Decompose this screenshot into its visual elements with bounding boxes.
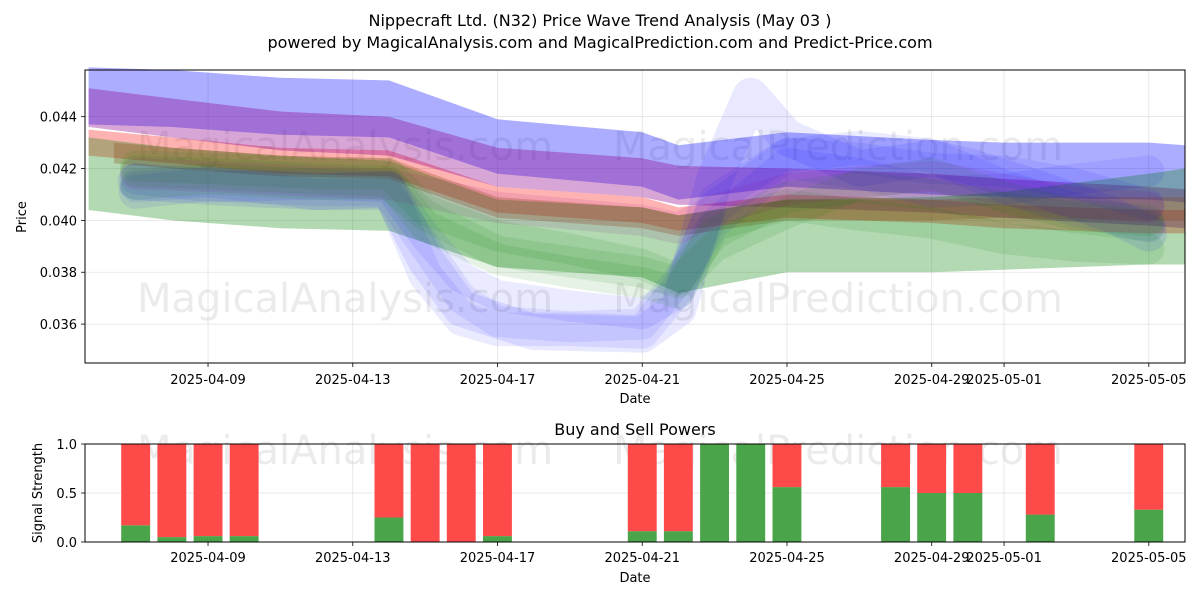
signal-x-tick-label: 2025-05-01	[966, 551, 1042, 566]
price-x-tick-label: 2025-04-09	[170, 373, 246, 388]
buy-power-bar	[736, 444, 766, 542]
chart-title-line-2: powered by MagicalAnalysis.com and Magic…	[267, 33, 932, 52]
buy-power-bar	[1134, 509, 1164, 542]
sell-power-bar	[881, 444, 910, 488]
buy-power-bar	[374, 517, 404, 542]
watermark-text: MagicalPrediction.com	[613, 276, 1063, 322]
price-wave-line	[120, 158, 1165, 244]
price-band	[88, 88, 1186, 229]
price-y-axis: 0.036 0.038 0.040 0.042 0.044	[40, 111, 85, 333]
price-watermarks: MagicalAnalysis.com MagicalPrediction.co…	[137, 124, 1063, 322]
buy-power-bar	[953, 493, 983, 542]
watermark-text: MagicalAnalysis.com	[137, 124, 553, 170]
price-plot-frame	[84, 69, 1186, 364]
sell-power-bar	[374, 444, 404, 518]
signal-bars	[121, 444, 1164, 542]
price-wave-line	[120, 150, 1165, 296]
sell-power-bar	[953, 444, 983, 493]
sell-power-bar	[446, 444, 476, 542]
price-x-tick-label: 2025-04-13	[315, 373, 391, 388]
buy-power-bar	[157, 537, 187, 542]
sell-power-bar	[1134, 444, 1164, 510]
price-x-tick-label: 2025-05-01	[966, 373, 1042, 388]
price-y-tick-label: 0.042	[40, 163, 77, 178]
price-wave-line	[117, 77, 1167, 353]
sell-power-bar	[193, 444, 223, 537]
sell-power-bar	[229, 444, 259, 537]
signal-y-tick-label: 0.5	[56, 487, 77, 502]
watermark-text: MagicalAnalysis.com	[137, 276, 553, 322]
signal-x-tick-label: 2025-05-05	[1111, 551, 1187, 566]
signal-y-axis: 0.0 0.5 1.0	[56, 438, 85, 551]
price-grid	[85, 70, 1185, 363]
sell-power-bar	[483, 444, 512, 537]
buy-power-bar	[881, 487, 910, 542]
price-wave-line	[120, 158, 1165, 299]
price-y-tick-label: 0.044	[40, 111, 77, 126]
price-band	[88, 129, 1186, 234]
sell-power-bar	[121, 444, 151, 526]
sell-power-bar	[1025, 444, 1055, 515]
signal-x-axis-label: Date	[619, 571, 650, 586]
price-bands	[88, 67, 1186, 293]
price-band	[113, 142, 1185, 236]
buy-power-bar	[627, 531, 657, 542]
signal-chart-title: Buy and Sell Powers	[554, 420, 716, 439]
sell-power-bar	[410, 444, 440, 542]
price-x-tick-label: 2025-04-21	[604, 373, 680, 388]
signal-y-axis-label: Signal Strength	[31, 443, 46, 543]
buy-power-bar	[229, 536, 259, 542]
signal-x-tick-label: 2025-04-29	[894, 551, 970, 566]
price-wave-line	[120, 147, 1165, 343]
signal-chart: Buy and Sell Powers MagicalAnalysis.com …	[31, 420, 1187, 586]
sell-power-bar	[157, 444, 187, 538]
buy-power-bar	[193, 536, 223, 542]
signal-x-tick-label: 2025-04-13	[315, 551, 391, 566]
sell-power-bar	[663, 444, 693, 532]
price-band	[88, 67, 1186, 203]
price-waves	[117, 77, 1167, 353]
price-wave-line	[120, 155, 1165, 309]
price-x-tick-label: 2025-04-25	[749, 373, 825, 388]
signal-x-tick-label: 2025-04-09	[170, 551, 246, 566]
buy-power-bar	[483, 536, 512, 542]
price-wave-line	[120, 137, 1165, 330]
signal-x-tick-label: 2025-04-21	[604, 551, 680, 566]
buy-power-bar	[663, 531, 693, 542]
price-x-tick-label: 2025-04-29	[894, 373, 970, 388]
price-x-tick-label: 2025-05-05	[1111, 373, 1187, 388]
sell-power-bar	[627, 444, 657, 532]
signal-y-tick-label: 0.0	[56, 536, 77, 551]
signal-y-tick-label: 1.0	[56, 438, 77, 453]
buy-power-bar	[772, 487, 802, 542]
price-x-axis-label: Date	[619, 392, 650, 407]
signal-x-tick-label: 2025-04-17	[460, 551, 536, 566]
signal-x-axis: 2025-04-09 2025-04-13 2025-04-17 2025-04-21…	[170, 542, 1187, 566]
watermark-text: MagicalPrediction.com	[613, 124, 1063, 170]
buy-power-bar	[700, 444, 729, 542]
price-y-tick-label: 0.038	[40, 266, 77, 281]
price-band	[88, 137, 1186, 293]
buy-power-bar	[917, 493, 947, 542]
price-y-axis-label: Price	[15, 201, 30, 233]
buy-power-bar	[121, 525, 151, 542]
sell-power-bar	[772, 444, 802, 488]
price-chart: MagicalAnalysis.com MagicalPrediction.co…	[15, 67, 1187, 407]
price-wave-line	[118, 130, 1166, 349]
price-y-tick-label: 0.036	[40, 318, 77, 333]
price-x-tick-label: 2025-04-17	[460, 373, 536, 388]
signal-x-tick-label: 2025-04-25	[749, 551, 825, 566]
sell-power-bar	[917, 444, 947, 493]
chart-title-line-1: Nippecraft Ltd. (N32) Price Wave Trend A…	[369, 11, 832, 30]
price-plot-area	[85, 70, 1185, 363]
buy-power-bar	[1025, 514, 1055, 542]
price-y-tick-label: 0.040	[40, 214, 77, 229]
price-x-axis: 2025-04-09 2025-04-13 2025-04-17 2025-04-21…	[170, 363, 1187, 388]
